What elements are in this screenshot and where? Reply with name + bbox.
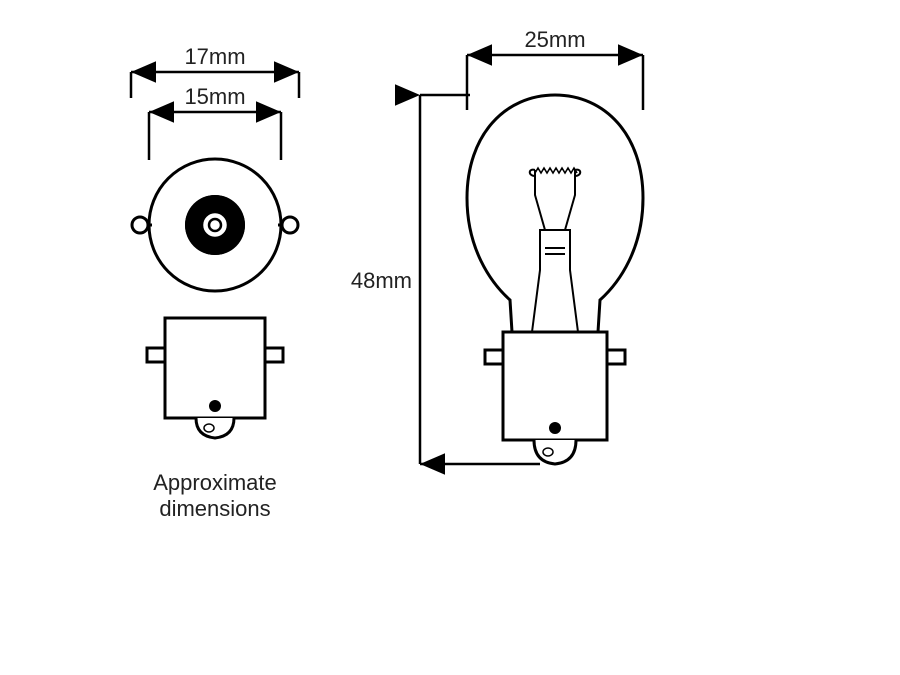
dimension-17mm-label: 17mm [184,44,245,69]
caption-line1: Approximate [153,470,277,495]
dimension-25mm-label: 25mm [524,27,585,52]
bulb-side-view [467,95,643,464]
dimension-48mm-label: 48mm [351,268,412,293]
base-side-view [147,318,283,438]
dimension-15mm: 15mm [149,84,281,160]
base-top-view [132,159,298,291]
dimension-15mm-label: 15mm [184,84,245,109]
caption-line2: dimensions [159,496,270,521]
bulb-dimension-diagram: 17mm 15mm Approximate dimensions [0,0,900,675]
